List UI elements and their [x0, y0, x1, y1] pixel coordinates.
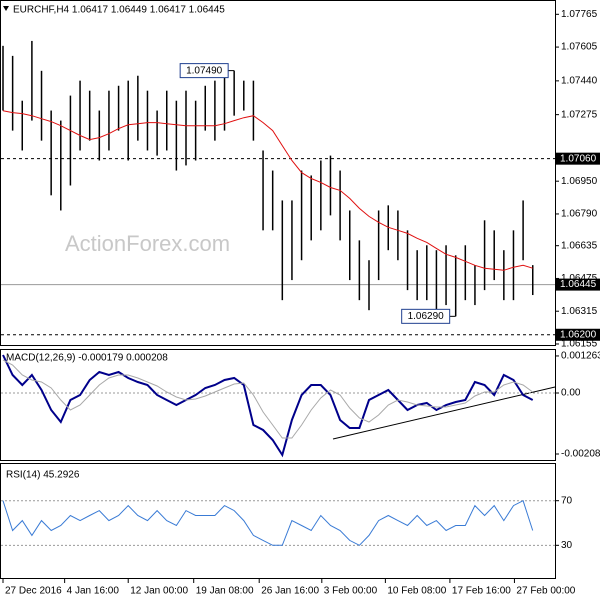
- x-tick-label: 12 Jan 00:00: [130, 586, 188, 597]
- x-tick-label: 10 Feb 08:00: [387, 586, 446, 597]
- y-tick-label: 1.06475: [561, 273, 598, 284]
- x-tick-label: 17 Feb 16:00: [452, 586, 511, 597]
- x-tick-label: 4 Jan 16:00: [67, 586, 120, 597]
- indicator-line: [2, 499, 534, 546]
- macd-trendline: [332, 386, 556, 440]
- level-label: 1.06445: [560, 279, 597, 290]
- y-tick-label: 1.07440: [561, 75, 598, 86]
- price-panel-frame: [0, 0, 556, 346]
- moving-average: [2, 110, 533, 271]
- macd-title: MACD(12,26,9) -0.000179 0.000208: [6, 353, 168, 364]
- indicator-line: [2, 354, 534, 458]
- y-tick-label: 1.06155: [561, 339, 598, 350]
- watermark: ActionForex.com: [65, 231, 230, 256]
- level-label-box: [556, 152, 600, 165]
- annotation-label: 1.06290: [408, 311, 445, 322]
- y-tick-label: 1.06315: [561, 306, 598, 317]
- macd-panel-frame: [0, 349, 556, 461]
- y-tick-label: 1.07605: [561, 42, 598, 53]
- y-tick-label: 0.00: [561, 388, 581, 399]
- indicator-line: [2, 359, 533, 439]
- y-tick-label: 1.06790: [561, 209, 598, 220]
- rsi-panel-frame: [0, 463, 556, 579]
- x-tick-label: 27 Feb 00:00: [516, 586, 575, 597]
- x-tick-label: 27 Dec 2016: [5, 586, 62, 597]
- annotation-box: [401, 308, 451, 324]
- price-title: EURCHF,H4 1.06417 1.06449 1.06417 1.0644…: [13, 5, 225, 16]
- y-tick-label: 0.001263: [561, 351, 600, 362]
- y-tick-label: 30: [561, 540, 573, 551]
- x-tick-label: 3 Feb 00:00: [324, 586, 378, 597]
- x-tick-label: 19 Jan 08:00: [196, 586, 254, 597]
- level-label: 1.06200: [560, 329, 597, 340]
- x-tick-label: 26 Jan 16:00: [261, 586, 319, 597]
- annotation-box: [179, 63, 229, 79]
- level-label: 1.07060: [560, 153, 597, 164]
- y-tick-label: 1.07765: [561, 9, 598, 20]
- symbol-icon: [3, 6, 9, 11]
- annotation-label: 1.07490: [186, 65, 223, 76]
- y-tick-label: -0.00208: [561, 449, 600, 460]
- y-tick-label: 1.06635: [561, 240, 598, 251]
- y-tick-label: 1.07275: [561, 109, 598, 120]
- level-label-box: [556, 328, 600, 341]
- rsi-title: RSI(14) 45.2926: [6, 470, 80, 481]
- y-tick-label: 1.06950: [561, 176, 598, 187]
- y-tick-label: 70: [561, 495, 573, 506]
- level-label-box: [556, 278, 600, 291]
